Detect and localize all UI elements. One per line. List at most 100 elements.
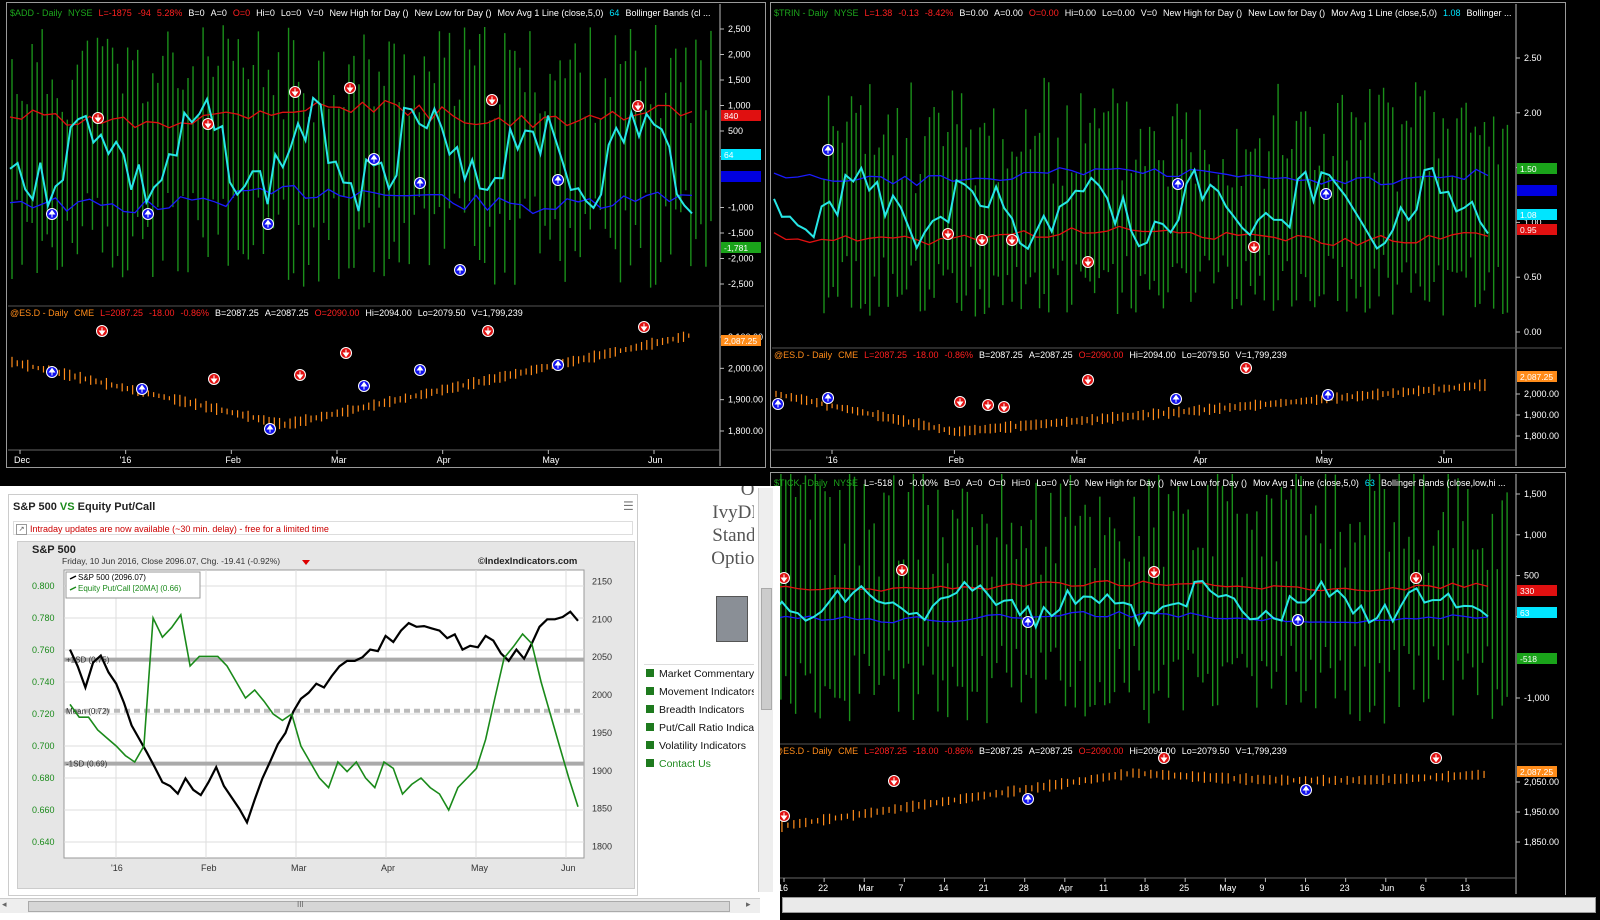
header-field: Lo=0.00 <box>1101 8 1135 18</box>
y-tick-label: 2,000 <box>728 50 751 60</box>
x-tick-label: 22 <box>818 883 828 893</box>
horizontal-scroll-thumb[interactable]: III <box>28 900 730 912</box>
price-tag <box>1517 185 1557 196</box>
link-movement-indicators[interactable]: Movement Indicators <box>644 683 754 701</box>
subheader-field: L=2087.25 <box>100 308 143 318</box>
subheader-field: @ES.D - Daily <box>774 746 833 756</box>
arrow-glyph <box>554 175 562 184</box>
bullet-icon <box>646 741 654 749</box>
tick-chart-pane[interactable]: $TICK - Daily NYSE L=-518 0 -0.00% B=0 A=0 O=0 H… <box>772 474 1562 894</box>
subheader-field: Hi=2094.00 <box>1129 746 1176 756</box>
lower-bollinger-line <box>9 184 693 215</box>
arrow-glyph <box>890 777 898 786</box>
subheader-field: A=2087.25 <box>1028 350 1073 360</box>
legend-label: S&P 500 (2096.07) <box>78 573 146 582</box>
legend-box <box>65 571 201 599</box>
price-tag <box>1517 371 1557 382</box>
right-tick-label: 2150 <box>592 576 612 586</box>
x-tick-label: May <box>1219 883 1237 893</box>
arrow-glyph <box>484 327 492 336</box>
header-field: New High for Day () <box>1163 8 1243 18</box>
price-tag-label: 2,087.25 <box>724 336 757 346</box>
x-tick-label: Jun <box>648 455 663 465</box>
add-chart-svg[interactable]: 2,500 2,000 1,500 1,000 500 -1,000 -1,500 -2,00… <box>8 4 764 466</box>
scroll-right-arrow-icon[interactable]: ▸ <box>746 899 751 909</box>
arrow-glyph <box>1172 394 1180 403</box>
scroll-left-arrow-icon[interactable]: ◂ <box>2 899 7 909</box>
legend-label: Equity Put/Call [20MA] (0.66) <box>78 584 181 593</box>
x-tick-label: 21 <box>979 883 989 893</box>
price-tag <box>721 335 761 346</box>
x-tick-label: 14 <box>938 883 948 893</box>
y-tick-label: 1,800.00 <box>728 426 763 436</box>
y-tick-label: 2,000.00 <box>728 363 763 373</box>
subheader-field: @ES.D - Daily <box>10 308 69 318</box>
x-tick-label: 9 <box>1259 883 1264 893</box>
link-contact-us[interactable]: Contact Us <box>644 755 754 773</box>
price-tag-label: 2,087.25 <box>1520 767 1553 777</box>
bullet-icon <box>646 723 654 731</box>
arrow-glyph <box>898 566 906 575</box>
price-tag <box>721 171 761 182</box>
vertical-scroll-thumb[interactable] <box>761 588 772 710</box>
header-field: O=0.00 <box>1028 8 1059 18</box>
y-tick-label: 0.00 <box>1524 327 1542 337</box>
link-breadth-indicators[interactable]: Breadth Indicators <box>644 701 754 719</box>
x-tick-label: '16 <box>111 863 123 873</box>
bullet-icon <box>646 669 654 677</box>
arrow-glyph <box>210 375 218 384</box>
hamburger-menu-icon[interactable]: ☰ <box>623 499 634 513</box>
subheader-field: CME <box>838 350 859 360</box>
trin-chart-svg[interactable]: 2.50 2.00 1.50 1.00 0.50 0.00 2,000.00 1,900.00… <box>772 4 1562 466</box>
y-tick-label: -1,500 <box>728 228 754 238</box>
down-triangle-icon <box>302 560 310 565</box>
link-volatility-indicators[interactable]: Volatility Indicators <box>644 737 754 755</box>
tick-horizontal-scrollbar[interactable] <box>782 897 1596 913</box>
arrow-glyph <box>824 393 832 402</box>
series-line <box>69 610 579 826</box>
price-tag-label: 330 <box>1520 586 1534 596</box>
x-tick-label: Apr <box>381 863 395 873</box>
browser-vertical-scrollbar[interactable] <box>758 488 773 892</box>
right-tick-label: 1950 <box>592 728 612 738</box>
arrow-glyph <box>264 219 272 228</box>
add-chart-pane[interactable]: $ADD - Daily NYSE L=-1875 -94 5.28% B=0 A=0 O=0… <box>8 4 764 466</box>
arrow-glyph <box>416 365 424 374</box>
heading-line: Op <box>740 486 754 500</box>
right-tick-label: 1900 <box>592 766 612 776</box>
link-market-commentary[interactable]: Market Commentary <box>644 665 754 683</box>
arrow-glyph <box>144 209 152 218</box>
price-tag <box>1517 607 1557 618</box>
header-field: L=-518 <box>864 478 893 488</box>
price-tag-label: 64 <box>724 150 734 160</box>
tick-chart-svg[interactable]: 1,500 1,000 500 -1,000 2,050.00 1,950.00 1,850… <box>772 474 1562 894</box>
ivydb-heading: Op IvyDB Standa Option <box>674 486 754 570</box>
y-tick-label: 1,500 <box>1524 489 1547 499</box>
subheader-field: -0.86% <box>944 350 974 360</box>
header-field: Hi=0 <box>256 8 275 18</box>
price-tag <box>721 149 761 160</box>
arrow-glyph <box>956 398 964 407</box>
x-tick-label: 11 <box>1099 883 1108 893</box>
header-field: A=0 <box>210 8 227 18</box>
browser-horizontal-scrollbar[interactable]: ◂ III ▸ <box>0 898 760 913</box>
arrow-glyph <box>346 84 354 93</box>
arrow-glyph <box>1174 179 1182 188</box>
arrow-glyph <box>1412 574 1420 583</box>
price-tag <box>1517 163 1557 174</box>
upper-bollinger-line <box>773 580 1489 592</box>
x-tick-label: 16 <box>1300 883 1310 893</box>
sidebar-banner[interactable] <box>716 596 748 642</box>
header-field: NYSE <box>834 8 859 18</box>
left-tick-label: 0.660 <box>32 805 55 815</box>
left-tick-label: 0.740 <box>32 677 55 687</box>
y-tick-label: 1,500 <box>728 75 751 85</box>
es-subheader: @ES.D - Daily CME L=2087.25 -18.00 -0.86% B=2… <box>10 308 523 318</box>
arrow-glyph <box>1024 617 1032 626</box>
header-field: NYSE <box>68 8 93 18</box>
trin-chart-pane[interactable]: $TRIN - Daily NYSE L=1.38 -0.13 -8.42% B=0.00… <box>772 4 1562 466</box>
intraday-notice[interactable]: ↗ Intraday updates are now available (~3… <box>13 521 633 535</box>
header-field: V=0 <box>1140 8 1158 18</box>
link-put-call-indicators[interactable]: Put/Call Ratio Indicators <box>644 719 754 737</box>
